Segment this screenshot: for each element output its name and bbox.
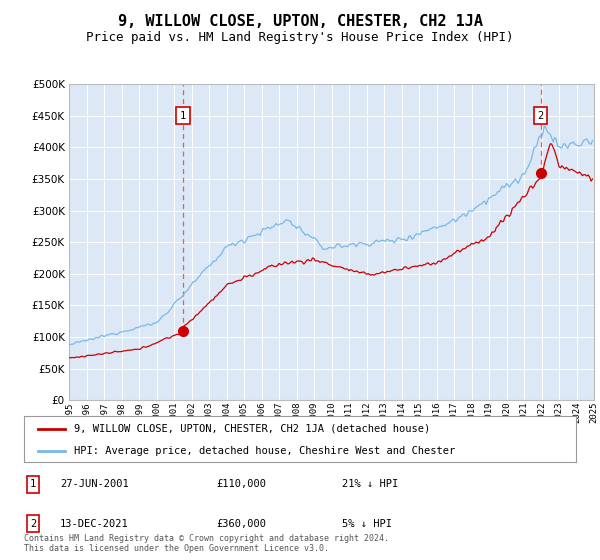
Text: 21% ↓ HPI: 21% ↓ HPI — [342, 479, 398, 489]
Text: 2: 2 — [30, 519, 36, 529]
Text: Contains HM Land Registry data © Crown copyright and database right 2024.
This d: Contains HM Land Registry data © Crown c… — [24, 534, 389, 553]
Text: 9, WILLOW CLOSE, UPTON, CHESTER, CH2 1JA (detached house): 9, WILLOW CLOSE, UPTON, CHESTER, CH2 1JA… — [74, 424, 430, 434]
Text: 9, WILLOW CLOSE, UPTON, CHESTER, CH2 1JA: 9, WILLOW CLOSE, UPTON, CHESTER, CH2 1JA — [118, 14, 482, 29]
Text: 5% ↓ HPI: 5% ↓ HPI — [342, 519, 392, 529]
Text: 1: 1 — [30, 479, 36, 489]
Text: £110,000: £110,000 — [216, 479, 266, 489]
Text: 1: 1 — [179, 111, 186, 120]
Text: HPI: Average price, detached house, Cheshire West and Chester: HPI: Average price, detached house, Ches… — [74, 446, 455, 455]
Text: £360,000: £360,000 — [216, 519, 266, 529]
Text: 2: 2 — [538, 111, 544, 120]
Text: 13-DEC-2021: 13-DEC-2021 — [60, 519, 129, 529]
Text: Price paid vs. HM Land Registry's House Price Index (HPI): Price paid vs. HM Land Registry's House … — [86, 31, 514, 44]
Text: 27-JUN-2001: 27-JUN-2001 — [60, 479, 129, 489]
